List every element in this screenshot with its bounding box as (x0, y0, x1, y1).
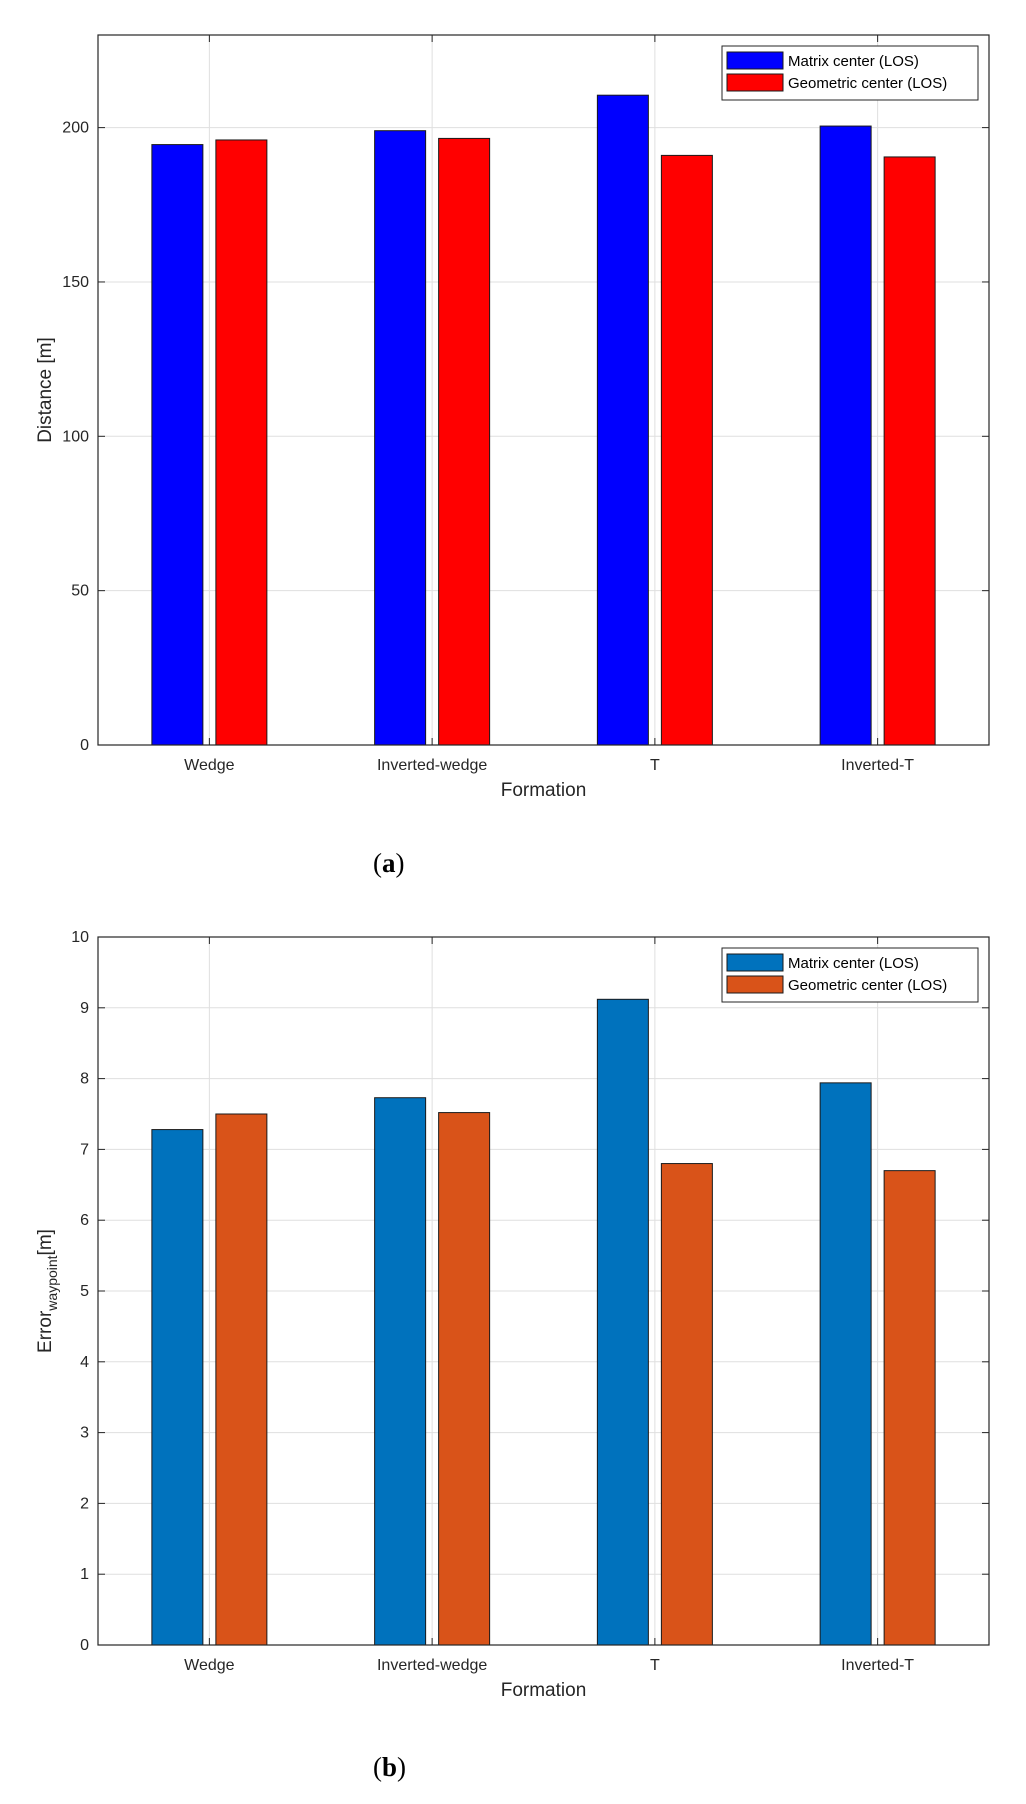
y-axis-label-main: Error (35, 1310, 56, 1353)
legend-entry-label: Geometric center (LOS) (788, 75, 947, 92)
bar-matrix-center-los-1 (374, 130, 427, 746)
y-axis-label-unit: [m] (35, 1229, 56, 1255)
bar-geometric-center-los-3 (883, 1170, 936, 1646)
caption-a-letter: a (382, 848, 396, 878)
x-tick-label: Inverted-wedge (377, 1657, 487, 1674)
y-tick-label: 5 (80, 1283, 89, 1300)
bar-matrix-center-los-3 (819, 125, 872, 746)
distance-bar-chart: 0 50 100 150 200 Wedge Inverted-wedge T Inverted… (35, 34, 990, 801)
y-tick-label: 150 (62, 274, 89, 291)
y-axis-label-subscript: waypoint (44, 1255, 60, 1311)
caption-a-open: ( (373, 848, 382, 878)
x-tick-label: Inverted-T (841, 1657, 914, 1674)
y-tick-label: 9 (80, 1000, 89, 1017)
x-tick-label: Inverted-T (841, 757, 914, 774)
x-tick-label: Inverted-wedge (377, 757, 487, 774)
bar-geometric-center-los-1 (438, 1112, 491, 1646)
bar-geometric-center-los-0 (215, 1113, 268, 1646)
y-axis-label: Distance [m] (35, 337, 56, 443)
y-tick-label: 8 (80, 1071, 89, 1088)
caption-b-open: ( (373, 1752, 382, 1782)
legend-swatch (726, 975, 784, 994)
caption-b-letter: b (382, 1752, 398, 1782)
y-tick-label: 200 (62, 120, 89, 137)
y-tick-label: 3 (80, 1425, 89, 1442)
axes-box (97, 34, 990, 746)
caption-b-close: ) (397, 1752, 407, 1782)
x-tick-label: T (650, 757, 660, 774)
caption-a: (a) (373, 848, 405, 879)
x-axis-label: Formation (501, 1680, 587, 1701)
y-tick-label: 7 (80, 1141, 89, 1158)
bar-geometric-center-los-2 (660, 154, 713, 746)
caption-a-close: ) (395, 848, 405, 878)
y-axis-label-main: Distance [m] (35, 337, 56, 443)
bar-geometric-center-los-0 (215, 139, 268, 746)
y-tick-label: 1 (80, 1566, 89, 1583)
y-tick-label: 0 (80, 1637, 89, 1654)
bar-matrix-center-los-3 (819, 1082, 872, 1646)
bar-geometric-center-los-2 (660, 1163, 713, 1646)
error-waypoint-bar-chart: 0 1 2 3 4 5 6 7 8 9 10 Wedge Inverted-wedge T Inverted… (35, 929, 990, 1701)
y-tick-label: 10 (71, 929, 89, 946)
x-axis-label: Formation (501, 780, 587, 801)
y-tick-label: 2 (80, 1495, 89, 1512)
y-tick-label: 100 (62, 428, 89, 445)
bar-matrix-center-los-0 (151, 144, 204, 746)
x-tick-label: T (650, 1657, 660, 1674)
bar-matrix-center-los-0 (151, 1129, 204, 1646)
legend: Matrix center (LOS) Geometric center (LOS… (721, 45, 979, 101)
bar-matrix-center-los-2 (596, 94, 649, 746)
bar-geometric-center-los-1 (438, 137, 491, 746)
legend: Matrix center (LOS) Geometric center (LOS… (721, 947, 979, 1003)
y-tick-label: 0 (80, 737, 89, 754)
legend-entry-label: Geometric center (LOS) (788, 977, 947, 994)
x-tick-label: Wedge (184, 1657, 235, 1674)
y-tick-label: 50 (71, 583, 89, 600)
legend-swatch (726, 73, 784, 92)
y-tick-label: 6 (80, 1212, 89, 1229)
bar-matrix-center-los-1 (374, 1097, 427, 1646)
bar-geometric-center-los-3 (883, 156, 936, 746)
y-axis-label: Errorwaypoint[m] (35, 1229, 60, 1353)
caption-b: (b) (373, 1752, 406, 1783)
legend-entry-label: Matrix center (LOS) (788, 955, 919, 972)
bar-matrix-center-los-2 (596, 998, 649, 1646)
legend-swatch (726, 51, 784, 70)
y-tick-label: 4 (80, 1354, 89, 1371)
legend-entry-label: Matrix center (LOS) (788, 53, 919, 70)
legend-swatch (726, 953, 784, 972)
x-tick-label: Wedge (184, 757, 235, 774)
